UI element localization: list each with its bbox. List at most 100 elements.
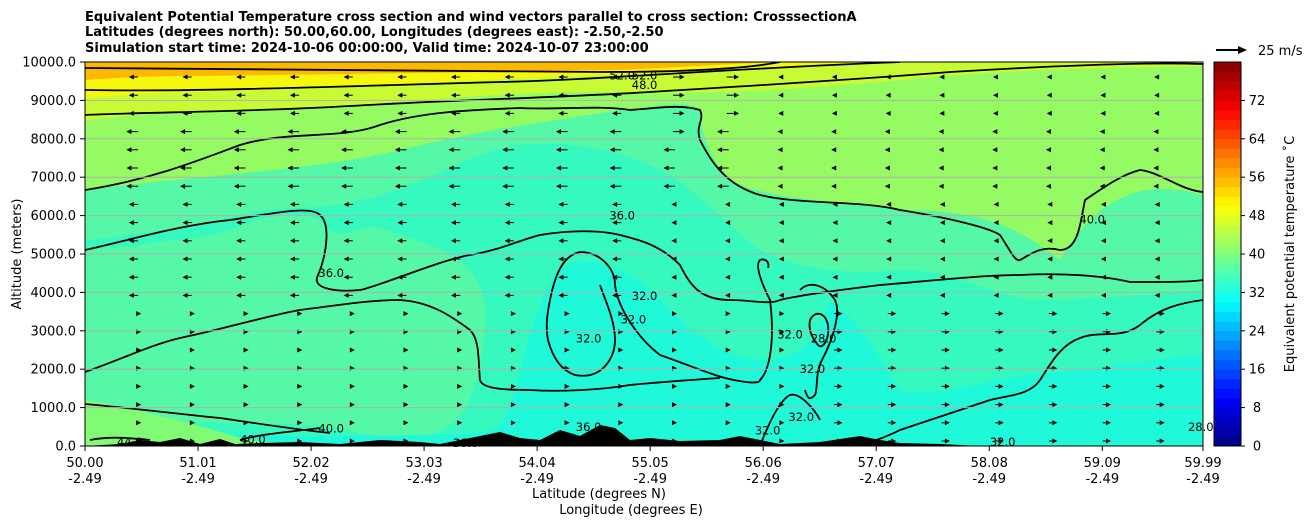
- wind-vector-head: [891, 311, 897, 317]
- x-tick-label-lat: 51.01: [179, 456, 216, 471]
- wind-vector-head: [182, 74, 188, 80]
- wind-vector-head: [136, 420, 142, 426]
- y-tick-label: 6000.0: [31, 209, 77, 224]
- wind-vector-head: [1046, 165, 1052, 171]
- wind-vector-head: [236, 274, 242, 280]
- colorbar-tick-label: 16: [1249, 363, 1266, 378]
- colorbar-segment: [1214, 292, 1241, 303]
- wind-vector-head: [182, 201, 188, 207]
- wind-vector-head: [944, 347, 950, 353]
- wind-vector-head: [1052, 402, 1058, 408]
- wind-vector-head: [128, 238, 134, 244]
- wind-vector-head: [609, 165, 615, 171]
- wind-vector-head: [884, 129, 890, 135]
- wind-vector-head: [233, 129, 239, 135]
- wind-vector-head: [944, 420, 950, 426]
- wind-vector-head: [128, 110, 134, 116]
- wind-vector-head: [564, 402, 570, 408]
- wind-vector-head: [558, 201, 564, 207]
- wind-vector-head: [136, 402, 142, 408]
- wind-vector-head: [403, 311, 409, 317]
- wind-vector-head: [1101, 201, 1106, 207]
- wind-vector-head: [233, 183, 239, 189]
- colorbar-segment: [1214, 244, 1241, 255]
- wind-vector-head: [128, 256, 134, 262]
- x-tick-label-lat: 52.02: [292, 456, 329, 471]
- wind-vector-head: [778, 110, 784, 116]
- wind-vector-head: [717, 165, 723, 171]
- wind-vector-head: [831, 183, 837, 189]
- wind-vector-head: [672, 438, 677, 444]
- wind-vector-head: [944, 402, 950, 408]
- colorbar-tick-label: 32: [1249, 286, 1266, 301]
- wind-vector-head: [939, 92, 945, 98]
- x-tick-label-lon: -2.49: [520, 472, 554, 487]
- wind-vector-head: [993, 220, 999, 226]
- wind-vector-head: [236, 292, 242, 298]
- y-tick-label: 1000.0: [31, 401, 77, 416]
- y-tick-label: 2000.0: [31, 363, 77, 378]
- wind-vector-head: [403, 420, 409, 426]
- colorbar-segment: [1214, 81, 1241, 92]
- wind-vector-head: [663, 183, 669, 189]
- wind-vector-head: [837, 311, 843, 317]
- wind-vector-head: [939, 110, 945, 116]
- wind-vector-head: [349, 438, 355, 444]
- wind-vector-head: [885, 110, 891, 116]
- wind-vector-head: [1046, 92, 1052, 98]
- wind-vector-head: [891, 420, 897, 426]
- wind-vector-head: [297, 311, 303, 317]
- wind-vector-head: [778, 274, 784, 280]
- wind-vector-head: [136, 383, 142, 389]
- colorbar-segment: [1214, 90, 1241, 101]
- wind-vector-head: [778, 238, 784, 244]
- grid-lines: [85, 99, 1203, 409]
- wind-vector-head: [126, 147, 132, 153]
- wind-vector-head: [558, 220, 564, 226]
- wind-vector-head: [397, 256, 403, 262]
- wind-vector-head: [448, 183, 454, 189]
- wind-vector-head: [992, 129, 998, 135]
- wind-vector-head: [725, 347, 731, 353]
- colorbar-segment: [1214, 167, 1241, 178]
- wind-vector-head: [1159, 347, 1165, 353]
- wind-vector-head: [289, 238, 295, 244]
- wind-vector-head: [831, 74, 837, 80]
- contour-32-center-b: [545, 284, 616, 377]
- wind-vector-head: [618, 420, 624, 426]
- wind-vector-head: [504, 74, 510, 80]
- y-axis: 0.0 1000.0 2000.0 3000.0 4000.0 5000.0 6000.0 7…: [22, 56, 85, 455]
- colorbar-segment: [1214, 369, 1241, 380]
- wind-vector-head: [671, 274, 677, 280]
- colorbar-segment: [1214, 398, 1241, 408]
- x-tick-label-lon: -2.49: [1186, 472, 1220, 487]
- wind-vector-head: [886, 238, 892, 244]
- wind-vector-head: [297, 402, 303, 408]
- x-tick-label-lon: -2.49: [746, 472, 780, 487]
- chart-title-line-1: Equivalent Potential Temperature cross s…: [85, 10, 857, 25]
- colorbar-segment: [1214, 129, 1241, 140]
- colorbar-segment: [1214, 302, 1241, 312]
- wind-vector-head: [457, 438, 463, 444]
- wind-vector-head: [564, 347, 570, 353]
- wind-vector-head: [938, 129, 944, 135]
- wind-vector-head: [778, 256, 784, 262]
- wind-vector-head: [128, 201, 134, 207]
- wind-vector-head: [717, 147, 723, 153]
- contour-28: [808, 312, 830, 348]
- contour-label: 28.0: [1188, 420, 1214, 434]
- x-tick-label-lon: -2.49: [972, 472, 1006, 487]
- contour-32-east: [799, 283, 839, 400]
- wind-vector-head: [891, 383, 897, 389]
- wind-vector-head: [128, 220, 134, 226]
- contour-label: 28.0: [811, 331, 837, 345]
- wind-vector-head: [663, 147, 669, 153]
- wind-vector-head: [886, 201, 892, 207]
- wind-vector-head: [502, 165, 508, 171]
- wind-vector-head: [1052, 383, 1058, 389]
- wind-vector-head: [1046, 147, 1052, 153]
- colorbar-segment: [1214, 311, 1241, 322]
- wind-vector-head: [1100, 92, 1106, 98]
- wind-vector-head: [341, 129, 347, 135]
- wind-vector-head: [1154, 292, 1160, 298]
